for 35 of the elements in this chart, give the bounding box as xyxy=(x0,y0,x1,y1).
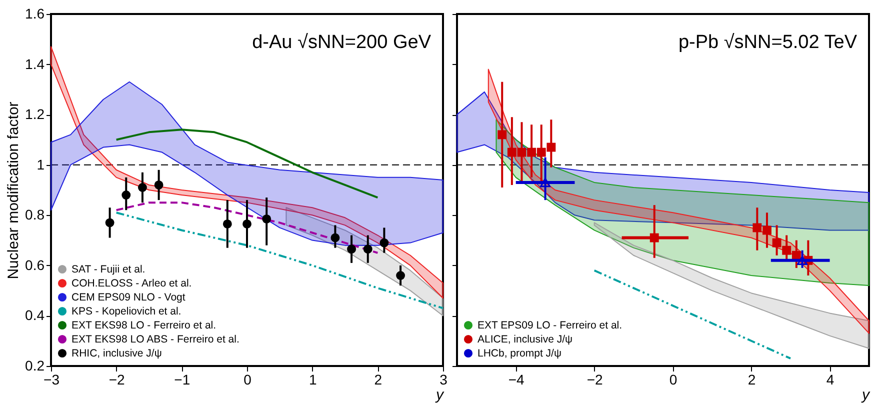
x-axis-title: y xyxy=(435,386,445,404)
legend-label: ALICE, inclusive J/ψ xyxy=(478,333,573,346)
x-tick-label: 4 xyxy=(826,372,834,388)
x-tick-label: −4 xyxy=(508,372,525,388)
x-tick-label: −3 xyxy=(44,372,60,388)
x-tick-label: 2 xyxy=(748,372,756,388)
legend-label: KPS - Kopeliovich et al. xyxy=(72,305,182,318)
legend-label: RHIC, inclusive J/ψ xyxy=(72,347,162,360)
y-tick-label: 0.6 xyxy=(25,256,45,273)
x-tick-label: 0 xyxy=(669,372,678,388)
legend-label: EXT EKS98 LO - Ferreiro et al. xyxy=(72,319,216,332)
x-tick-label: 0 xyxy=(244,372,252,388)
legend-label: COH.ELOSS - Arleo et al. xyxy=(72,277,192,290)
x-axis-title: y xyxy=(861,386,871,404)
x-tick-label: −1 xyxy=(174,372,190,388)
text: p-Pb √sNN=5.02 TeV xyxy=(678,32,858,53)
y-tick-label: 1 xyxy=(36,156,45,172)
x-tick-label: 1 xyxy=(308,372,317,388)
legend-label: CEM EPS09 NLO - Vogt xyxy=(72,291,186,304)
x-tick-label: −2 xyxy=(108,372,126,388)
y-axis-title: Nuclear modification factor xyxy=(5,102,22,280)
y-tick-label: 1.2 xyxy=(25,106,45,122)
y-tick-label: 1.6 xyxy=(25,6,45,22)
text: d-Au √sNN=200 GeV xyxy=(252,32,432,53)
x-tick-label: −2 xyxy=(586,372,604,388)
y-tick-label: 0.4 xyxy=(25,307,45,324)
legend-label: EXT EPS09 LO - Ferreiro et al. xyxy=(478,319,622,332)
legend-label: SAT - Fujii et al. xyxy=(72,263,146,276)
y-tick-label: 1.4 xyxy=(25,56,45,72)
x-tick-label: 2 xyxy=(374,372,382,388)
legend-label: EXT EKS98 LO ABS - Ferreiro et al. xyxy=(72,333,240,346)
y-tick-label: 0.8 xyxy=(25,206,45,223)
y-tick-label: 0.2 xyxy=(25,358,45,374)
x-tick-label: 3 xyxy=(440,372,448,388)
legend-label: LHCb, prompt J/ψ xyxy=(478,347,562,360)
